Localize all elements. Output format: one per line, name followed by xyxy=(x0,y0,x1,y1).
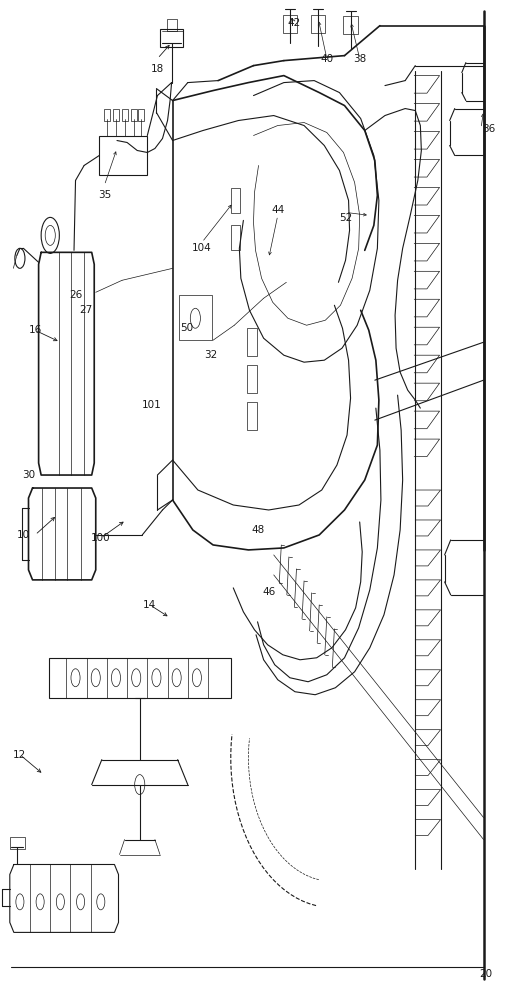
Text: 27: 27 xyxy=(79,305,92,315)
Bar xyxy=(231,188,240,213)
Text: 40: 40 xyxy=(320,54,334,64)
Text: 12: 12 xyxy=(13,750,26,760)
Bar xyxy=(131,109,137,121)
Text: 26: 26 xyxy=(69,290,82,300)
Bar xyxy=(311,15,325,33)
Bar xyxy=(99,136,148,175)
Bar xyxy=(231,225,240,250)
Text: 36: 36 xyxy=(482,124,495,134)
Text: 101: 101 xyxy=(141,400,161,410)
Bar xyxy=(49,658,231,698)
Bar xyxy=(247,402,257,430)
Text: 44: 44 xyxy=(271,205,284,215)
Bar xyxy=(283,15,297,33)
Bar xyxy=(104,109,110,121)
Bar xyxy=(178,295,211,340)
Text: 52: 52 xyxy=(339,213,352,223)
Text: 14: 14 xyxy=(143,600,157,610)
Text: 50: 50 xyxy=(180,323,193,333)
Text: 20: 20 xyxy=(480,969,493,979)
Bar xyxy=(113,109,119,121)
Text: 10: 10 xyxy=(17,530,30,540)
Text: 30: 30 xyxy=(22,470,35,480)
Text: 48: 48 xyxy=(252,525,265,535)
Text: 100: 100 xyxy=(91,533,111,543)
Bar xyxy=(344,16,357,34)
Text: 104: 104 xyxy=(192,243,212,253)
Bar xyxy=(122,109,128,121)
Text: 42: 42 xyxy=(287,18,301,28)
Text: 18: 18 xyxy=(151,64,164,74)
Text: 46: 46 xyxy=(262,587,275,597)
Text: 38: 38 xyxy=(353,54,366,64)
Text: 35: 35 xyxy=(98,190,111,200)
Bar xyxy=(138,109,144,121)
Bar xyxy=(161,29,183,47)
Bar xyxy=(10,837,25,849)
Text: 16: 16 xyxy=(28,325,42,335)
Bar xyxy=(247,365,257,393)
Bar xyxy=(247,328,257,356)
Text: 32: 32 xyxy=(204,350,217,360)
Bar xyxy=(166,19,176,31)
